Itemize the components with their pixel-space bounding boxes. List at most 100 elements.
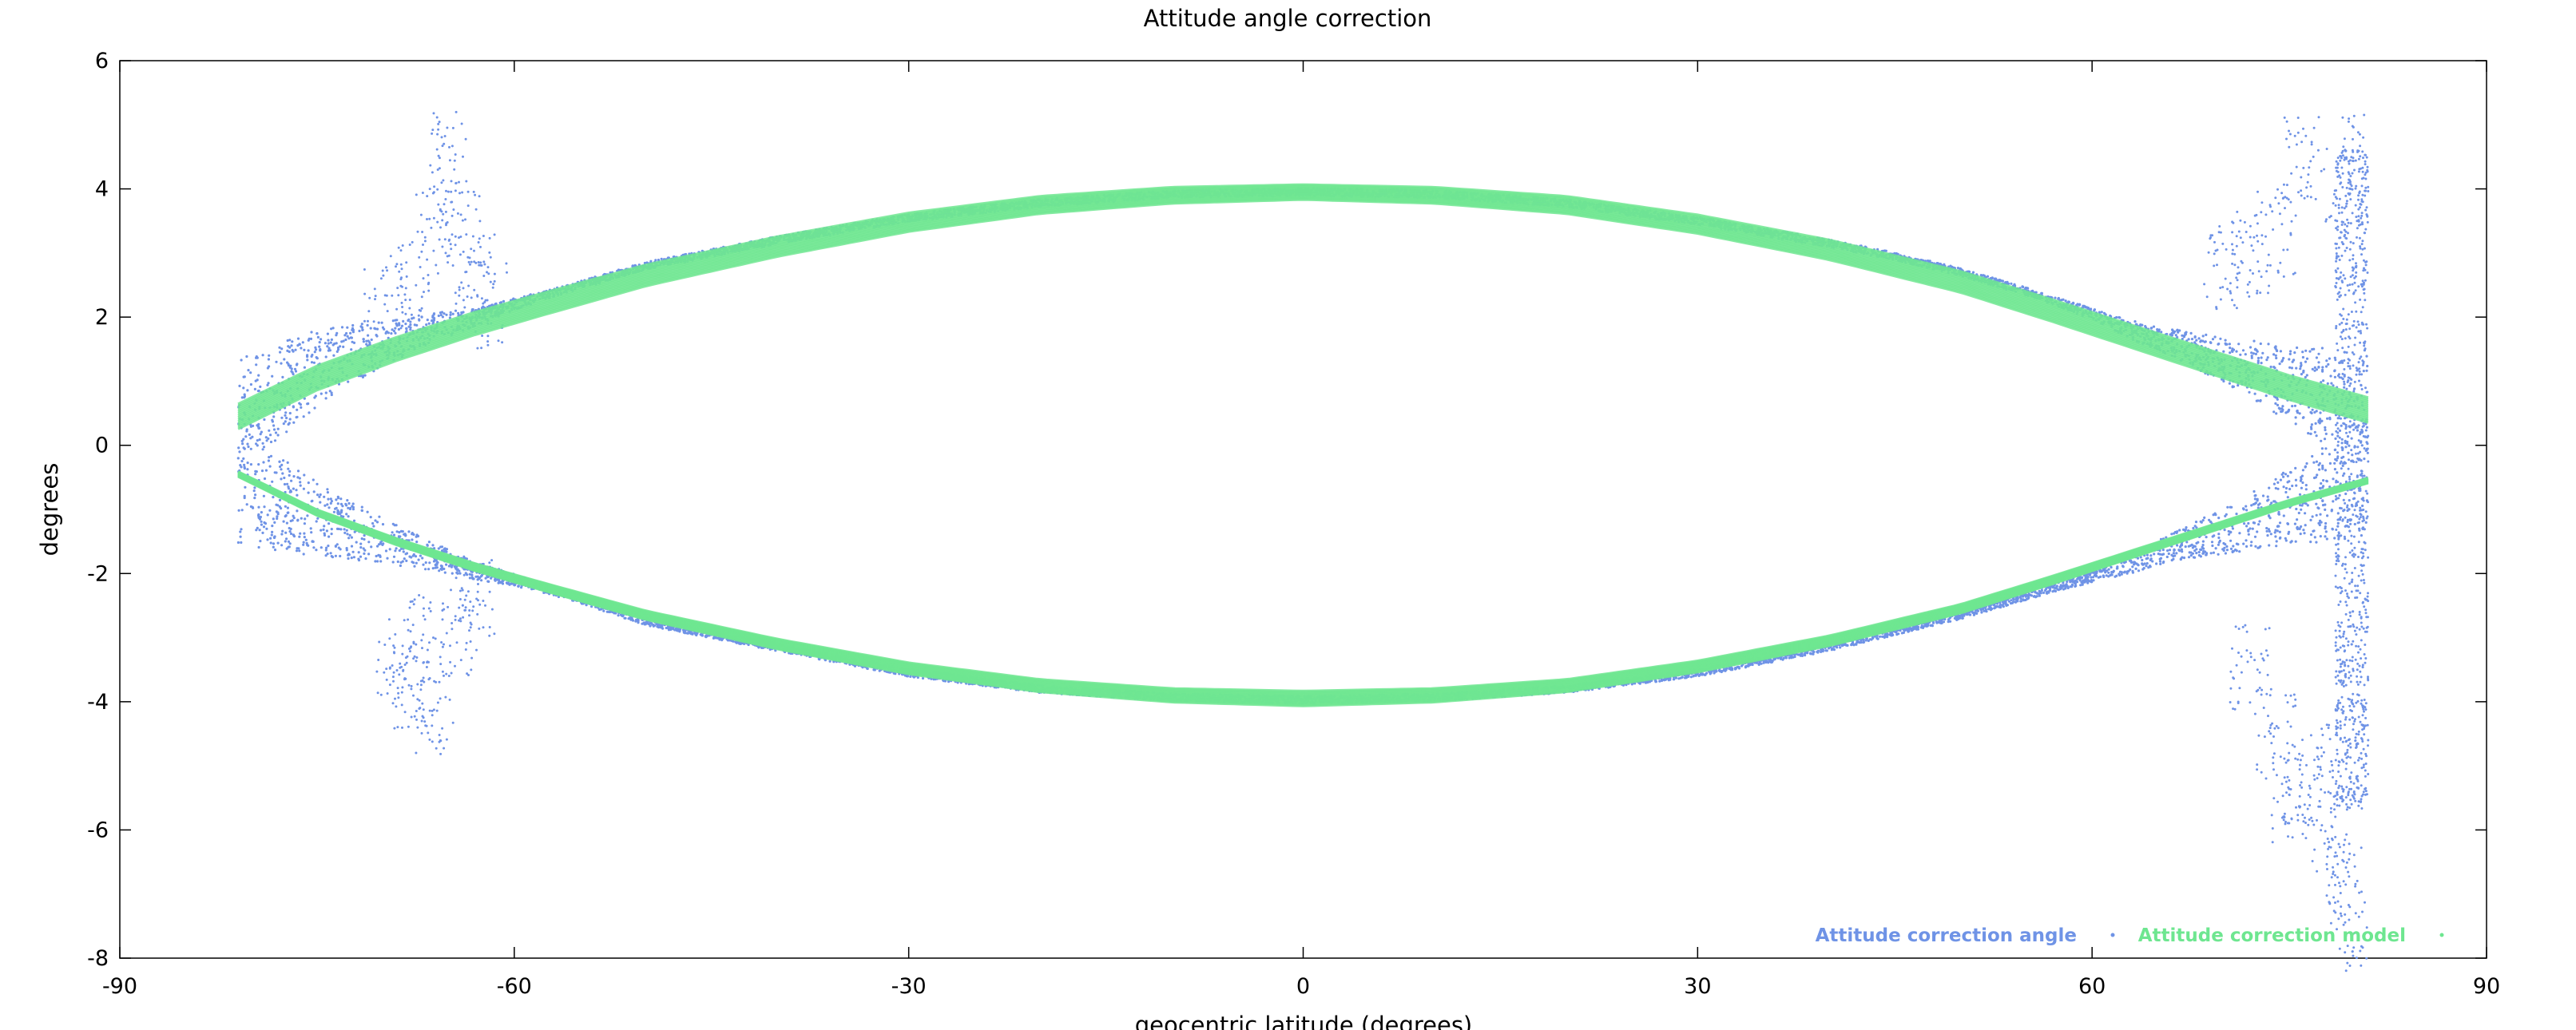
angle-point (2302, 416, 2305, 419)
angle-point (301, 341, 304, 344)
angle-point (471, 308, 474, 311)
angle-point (2239, 353, 2242, 356)
angle-point (2193, 335, 2197, 339)
angle-point (409, 323, 412, 327)
angle-point (2317, 366, 2320, 369)
angle-point (2327, 362, 2330, 366)
angle-point (407, 325, 411, 328)
angle-point (405, 327, 408, 330)
angle-point (272, 415, 276, 418)
angle-point (432, 312, 436, 315)
angle-point (431, 315, 435, 318)
angle-point (2177, 331, 2180, 334)
angle-point (2302, 369, 2305, 373)
angle-point (298, 402, 301, 405)
angle-point (2276, 349, 2279, 353)
angle-point (2272, 410, 2276, 414)
angle-point (2176, 329, 2179, 332)
angle-point (340, 340, 343, 343)
angle-point (512, 297, 515, 300)
angle-point (2305, 374, 2308, 377)
angle-point (2072, 302, 2075, 305)
angle-point (2331, 433, 2334, 436)
angle-point (1956, 267, 1959, 270)
angle-point (294, 348, 297, 351)
angle-point (2326, 417, 2329, 420)
angle-point (2241, 349, 2245, 352)
angle-point (2256, 350, 2259, 353)
angle-point (649, 259, 653, 263)
angle-point (246, 389, 249, 392)
angle-point (366, 323, 369, 327)
angle-point (451, 312, 454, 315)
angle-point (2329, 374, 2332, 378)
angle-point (266, 383, 269, 386)
angle-point (409, 328, 412, 331)
angle-point (327, 339, 330, 342)
angle-point (318, 341, 321, 344)
angle-point (2195, 339, 2198, 342)
angle-point (307, 349, 310, 352)
angle-point (2340, 424, 2343, 427)
angle-point (2170, 334, 2173, 337)
angle-point (2301, 351, 2304, 354)
angle-point (654, 259, 657, 262)
angle-point (433, 317, 436, 320)
angle-point (2324, 365, 2328, 368)
angle-point (240, 459, 244, 463)
angle-point (494, 303, 497, 306)
angle-point (2321, 366, 2324, 369)
angle-point (2138, 324, 2142, 327)
angle-point (300, 406, 303, 409)
angle-point (296, 337, 300, 340)
angle-point (2311, 367, 2314, 370)
angle-point (2064, 299, 2067, 303)
angle-point (2150, 327, 2153, 330)
angle-point (241, 442, 244, 446)
angle-point (481, 306, 484, 310)
angle-point (257, 426, 260, 429)
angle-point (2253, 339, 2256, 343)
angle-point (271, 418, 274, 422)
angle-point (2293, 404, 2296, 407)
angle-point (2299, 367, 2302, 370)
angle-point (2346, 440, 2349, 444)
angle-point (360, 326, 363, 329)
angle-point (2250, 355, 2253, 358)
angle-point (2235, 350, 2238, 353)
angle-point (2346, 435, 2350, 438)
angle-point (2040, 291, 2043, 295)
angle-point (309, 337, 313, 340)
angle-point (2288, 366, 2292, 369)
angle-point (2323, 438, 2327, 441)
angle-point (246, 462, 249, 465)
angle-point (404, 323, 407, 326)
angle-point (290, 344, 293, 347)
angle-point (2228, 382, 2231, 385)
angle-point (380, 321, 383, 324)
angle-point (308, 411, 311, 414)
angle-point (427, 322, 431, 325)
angle-point (2288, 352, 2292, 355)
angle-point (2217, 343, 2221, 346)
angle-point (245, 355, 248, 359)
angle-point (395, 324, 399, 327)
angle-point (292, 421, 296, 424)
angle-point (440, 311, 444, 314)
angle-point (268, 354, 271, 357)
angle-point (448, 316, 452, 319)
angle-point (324, 397, 327, 400)
angle-point (2209, 341, 2212, 344)
angle-point (360, 323, 363, 326)
angle-point (2189, 331, 2193, 335)
angle-point (2203, 340, 2206, 343)
angle-point (395, 319, 399, 322)
angle-point (375, 327, 379, 331)
angle-point (243, 394, 246, 398)
angle-point (287, 345, 290, 348)
angle-point (377, 321, 380, 324)
angle-point (2010, 282, 2013, 285)
angle-point (275, 360, 278, 363)
angle-point (332, 354, 335, 357)
angle-point (253, 387, 256, 390)
